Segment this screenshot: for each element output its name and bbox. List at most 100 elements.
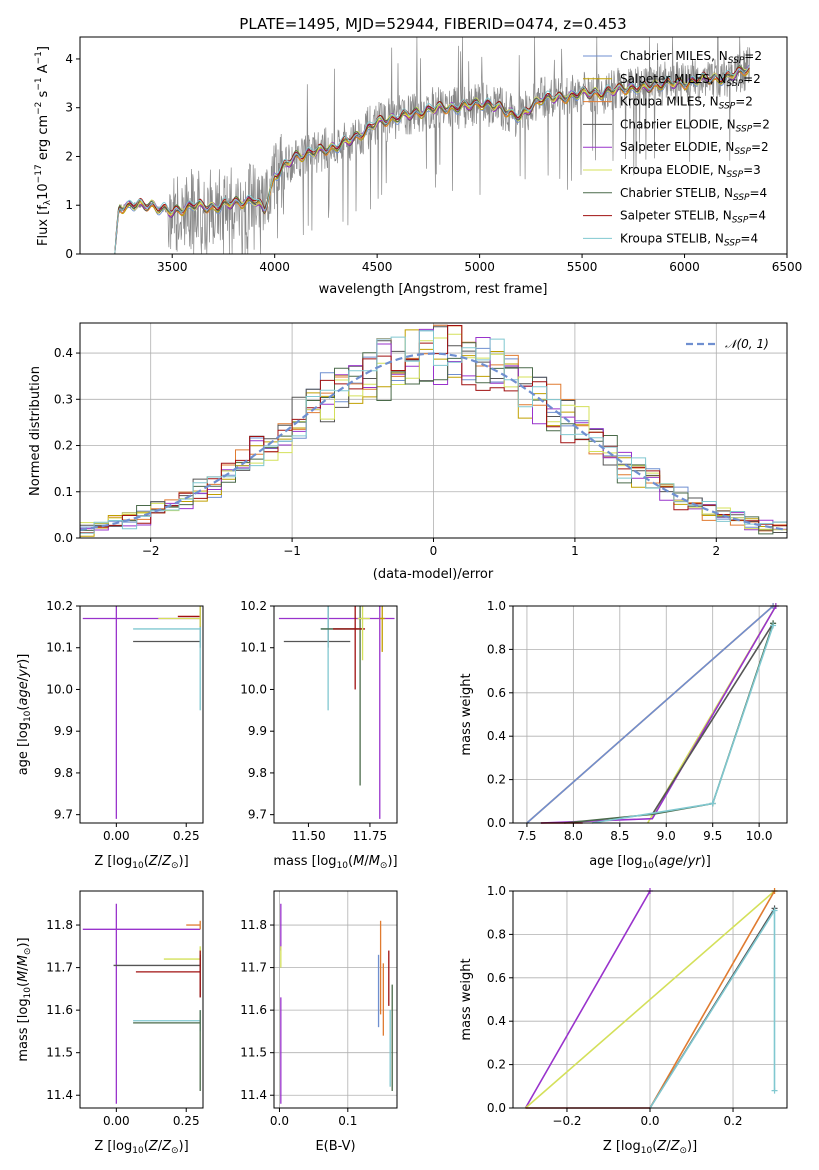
y-tick-label: 11.6 xyxy=(240,1003,267,1017)
spectrum-legend: Chabrier MILES, NSSP=2 Salpeter MILES, NS… xyxy=(583,49,770,248)
histogram-step-line xyxy=(80,330,787,534)
legend-entry: Salpeter ELODIE, NSSP=2 xyxy=(620,140,769,157)
y-tick-label: 3 xyxy=(65,101,73,115)
y-tick-label: 1.0 xyxy=(487,599,506,613)
y-tick-label: 11.8 xyxy=(240,918,267,932)
y-tick-label: 10.1 xyxy=(240,641,267,655)
x-tick-label: 7.5 xyxy=(517,829,536,843)
model-spectrum-line xyxy=(114,65,750,255)
panel-frame xyxy=(512,605,788,824)
weight-series-line xyxy=(651,622,774,815)
x-tick-label: −2 xyxy=(142,544,160,558)
weight-vs-age-panel: 7.5 8.0 8.5 9.0 9.5 10.0 0.0 0.2 0.4 0.6 0.8 1.0 age… xyxy=(459,599,788,871)
legend-entry: Kroupa STELIB, NSSP=4 xyxy=(620,231,758,248)
legend-entry: Chabrier ELODIE, NSSP=2 xyxy=(620,117,770,134)
x-tick-label: 6500 xyxy=(772,260,803,274)
model-spectrum-line xyxy=(114,65,750,255)
panel-ylabel: age [log10(age/yr)] xyxy=(16,654,33,776)
panel-frame xyxy=(79,890,204,1109)
y-tick-label: 11.4 xyxy=(240,1088,267,1102)
x-tick-label: 11.50 xyxy=(291,829,325,843)
legend-entry: Chabrier MILES, NSSP=2 xyxy=(620,49,762,66)
y-tick-label: 1.0 xyxy=(487,884,506,898)
model-spectrum-line xyxy=(114,66,750,255)
panel-xlabel: Z [log10(Z/Z⊙)] xyxy=(94,1139,188,1156)
x-tick-label: 8.0 xyxy=(564,829,583,843)
panel-background xyxy=(80,606,203,823)
figure-title: PLATE=1495, MJD=52944, FIBERID=0474, z=0… xyxy=(239,15,626,33)
weight-marker xyxy=(771,907,778,914)
y-tick-label: 10.1 xyxy=(46,641,73,655)
histogram-ylabel: Normed distribution xyxy=(28,366,43,496)
x-tick-label: 4000 xyxy=(259,260,290,274)
y-tick-label: 0.2 xyxy=(54,439,73,453)
histogram-legend: 𝒩(0, 1) xyxy=(686,337,769,351)
panel-background xyxy=(274,891,397,1108)
histogram-panel: −2 −1 0 1 2 0.0 0.1 0.2 0.3 0.4 (data-model)/error… xyxy=(28,322,788,582)
y-tick-label: 9.9 xyxy=(54,724,73,738)
y-tick-label: 9.8 xyxy=(248,766,267,780)
weight-series-line xyxy=(524,890,651,1109)
y-tick-label: 0.1 xyxy=(54,485,73,499)
panel-frame xyxy=(79,605,204,824)
normal-legend-label: 𝒩(0, 1) xyxy=(725,337,769,351)
legend-entry: Kroupa ELODIE, NSSP=3 xyxy=(620,163,761,180)
y-tick-label: 0 xyxy=(65,247,73,261)
x-tick-label: 9.0 xyxy=(657,829,676,843)
x-tick-label: 0.0 xyxy=(270,1114,289,1128)
panel-xlabel: mass [log10(M/M⊙)] xyxy=(273,854,397,871)
histogram-xlabel: (data-model)/error xyxy=(373,567,494,582)
x-tick-label: 5000 xyxy=(464,260,495,274)
panel-ylabel: mass [log10(M/M⊙)] xyxy=(16,937,33,1061)
histogram-axes: −2 −1 0 1 2 0.0 0.1 0.2 0.3 0.4 (data-model)/error… xyxy=(28,346,720,582)
y-tick-label: 0.0 xyxy=(54,531,73,545)
x-tick-label: 5500 xyxy=(567,260,598,274)
panel-ylabel: mass weight xyxy=(459,673,474,755)
panel-frame xyxy=(273,890,398,1109)
y-tick-label: 4 xyxy=(65,52,73,66)
weight-marker xyxy=(709,800,716,807)
y-tick-label: 11.6 xyxy=(46,1003,73,1017)
weight-marker xyxy=(770,622,777,629)
spectrum-panel: 3500 4000 4500 5000 5500 6000 6500 0 1 2 3 4 wavelen… xyxy=(34,36,803,297)
y-tick-label: 0.8 xyxy=(487,927,506,941)
y-tick-label: 0.4 xyxy=(487,1014,506,1028)
panel-ylabel: mass weight xyxy=(459,958,474,1040)
age-vs-mass-panel: 11.50 11.75 9.7 9.8 9.9 10.0 10.1 10.2 mass [log… xyxy=(240,599,397,871)
x-tick-label: 2 xyxy=(712,544,720,558)
weight-vs-metallicity-panel: −0.2 0.0 0.2 0.0 0.2 0.4 0.6 0.8 1.0 Z [log10(Z/Z… xyxy=(459,884,788,1156)
x-tick-label: −0.2 xyxy=(552,1114,581,1128)
y-tick-label: 11.5 xyxy=(240,1046,267,1060)
y-tick-label: 1 xyxy=(65,198,73,212)
y-tick-label: 9.9 xyxy=(248,724,267,738)
y-tick-label: 0.8 xyxy=(487,642,506,656)
x-tick-label: −1 xyxy=(283,544,301,558)
y-tick-label: 0.0 xyxy=(487,816,506,830)
y-tick-label: 9.7 xyxy=(248,808,267,822)
x-tick-label: 0 xyxy=(430,544,438,558)
x-tick-label: 1 xyxy=(571,544,579,558)
spectrum-data-layer xyxy=(114,36,751,255)
x-tick-label: 0.00 xyxy=(103,829,130,843)
y-tick-label: 9.8 xyxy=(54,766,73,780)
panel-xlabel: E(B-V) xyxy=(315,1139,355,1154)
y-tick-label: 0.2 xyxy=(487,1058,506,1072)
x-tick-label: 0.0 xyxy=(640,1114,659,1128)
y-tick-label: 11.5 xyxy=(46,1046,73,1060)
x-tick-label: 0.25 xyxy=(173,829,200,843)
y-tick-label: 0.2 xyxy=(487,773,506,787)
weight-series-line xyxy=(526,605,774,824)
normal-curve xyxy=(79,352,788,531)
y-tick-label: 10.2 xyxy=(46,599,73,613)
y-tick-label: 0.4 xyxy=(54,346,73,360)
y-tick-label: 10.0 xyxy=(240,682,267,696)
y-tick-label: 0.3 xyxy=(54,392,73,406)
panel-background xyxy=(80,891,203,1108)
panel-background xyxy=(274,606,397,823)
x-tick-label: 8.5 xyxy=(610,829,629,843)
x-tick-label: 0.25 xyxy=(173,1114,200,1128)
legend-entry: Salpeter MILES, NSSP=2 xyxy=(620,72,761,89)
y-tick-label: 11.7 xyxy=(46,961,73,975)
mass-vs-metallicity-panel: 0.00 0.25 11.4 11.5 11.6 11.7 11.8 Z [log10(Z/Z… xyxy=(16,890,204,1156)
